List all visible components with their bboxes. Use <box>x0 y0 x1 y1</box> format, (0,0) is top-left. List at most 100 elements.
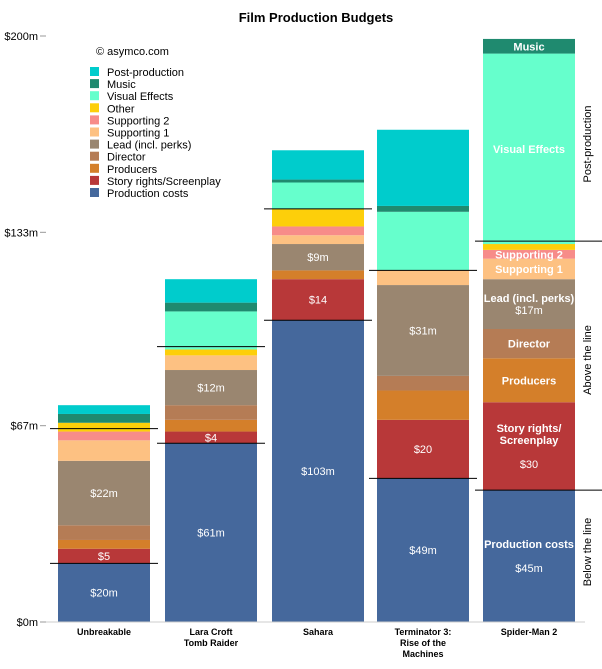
bar-segment-lara-director <box>165 405 257 420</box>
value-label: $12m <box>197 383 225 395</box>
y-tick-label: $133m <box>4 227 38 239</box>
bar-segment-sahara-producers <box>272 270 364 280</box>
bar-segment-spiderman-music <box>483 38 575 54</box>
credit-text: © asymco.com <box>96 46 169 58</box>
side-label-post-production: Post-production <box>582 105 594 182</box>
bar-segment-lara-supporting1 <box>165 355 257 371</box>
bar-segment-unbreakable-director <box>58 525 150 540</box>
segment-label: Producers <box>502 375 556 387</box>
bar-segment-lara-post <box>165 279 257 303</box>
segment-label: Supporting 1 <box>495 264 563 276</box>
value-label: $61m <box>197 528 225 540</box>
bars-layer: $20m $5 $22m $61m $4 $12m $103m $14 $9m $49m $20 $3… <box>50 38 602 622</box>
bar-segment-spiderman-vfx <box>483 53 575 245</box>
bar-segment-sahara-supporting2 <box>272 226 364 236</box>
bar-segment-sahara-vfx <box>272 182 364 209</box>
category-label-t3: Machines <box>402 649 443 659</box>
bar-segment-spiderman-director <box>483 329 575 359</box>
value-label: $9m <box>307 252 328 264</box>
bar-segment-lara-other <box>165 349 257 356</box>
bar-segment-sahara-supporting1 <box>272 235 364 245</box>
legend-label-music: Music <box>107 79 136 91</box>
bar-segment-lara-production <box>165 443 257 622</box>
value-label: $22m <box>90 488 118 500</box>
legend-swatch-other <box>90 103 99 113</box>
segment-label: $45m <box>515 563 543 575</box>
value-label: $31m <box>409 325 437 337</box>
bar-segment-unbreakable-music <box>58 413 150 423</box>
bar-segment-t3-vfx <box>377 211 469 271</box>
segment-label: Visual Effects <box>493 144 565 156</box>
side-label-below-the-line: Below the line <box>582 518 594 587</box>
bar-segment-spiderman-supporting1 <box>483 258 575 280</box>
bar-segment-sahara-lead <box>272 244 364 271</box>
bar-segment-t3-music <box>377 205 469 212</box>
bar-segment-t3-supporting1 <box>377 270 469 286</box>
bar-segment-sahara-other <box>272 208 364 227</box>
bar-segment-lara-music <box>165 302 257 312</box>
chart-title: Film Production Budgets <box>239 10 394 25</box>
value-label: $14 <box>309 295 327 307</box>
legend-label-supporting2: Supporting 2 <box>107 115 169 127</box>
segment-label: Director <box>508 339 551 351</box>
legend-swatch-post <box>90 67 99 76</box>
legend-swatch-producers <box>90 163 99 173</box>
bar-segment-unbreakable-lead <box>58 460 150 526</box>
bar-segment-spiderman-producers <box>483 358 575 403</box>
bar-segment-unbreakable-supporting1 <box>58 440 150 461</box>
bar-segment-t3-lead <box>377 285 469 376</box>
segment-label: Supporting 2 <box>495 249 563 261</box>
bar-segment-t3-director <box>377 375 469 391</box>
legend-label-production: Production costs <box>107 188 189 200</box>
value-label: $5 <box>98 551 110 563</box>
bar-segment-spiderman-lead <box>483 279 575 329</box>
bar-segment-sahara-production <box>272 320 364 622</box>
bar-segment-spiderman-other <box>483 244 575 250</box>
side-annotations: Post-production Above the line Below the l… <box>582 105 594 586</box>
category-label-sahara: Sahara <box>303 627 334 637</box>
bar-segment-sahara-post <box>272 150 364 180</box>
bar-segment-lara-story <box>165 431 257 444</box>
category-label-unbreakable: Unbreakable <box>77 627 131 637</box>
segment-label: $17m <box>515 305 543 317</box>
bar-segment-unbreakable-producers <box>58 539 150 549</box>
bar-segment-t3-producers <box>377 390 469 420</box>
bar-segment-sahara-story <box>272 279 364 321</box>
bar-segment-unbreakable-post <box>58 405 150 414</box>
bar-segment-unbreakable-story <box>58 548 150 564</box>
legend-label-supporting1: Supporting 1 <box>107 128 169 140</box>
legend-swatch-lead <box>90 139 99 149</box>
legend-label-post: Post-production <box>107 67 184 79</box>
legend-label-story: Story rights/Screenplay <box>107 176 221 188</box>
bar-segment-spiderman-supporting2 <box>483 249 575 259</box>
bar-segment-lara-vfx <box>165 311 257 350</box>
value-label: $49m <box>409 545 437 557</box>
legend-swatch-music <box>90 79 99 89</box>
legend-label-vfx: Visual Effects <box>107 91 174 103</box>
value-label: $103m <box>301 466 335 478</box>
value-label: $20 <box>414 444 432 456</box>
bar-segment-unbreakable-supporting2 <box>58 431 150 441</box>
bar-segment-lara-lead <box>165 370 257 406</box>
segment-label: $30 <box>520 459 538 471</box>
y-tick-label: $0m <box>17 617 38 629</box>
segment-label: Screenplay <box>500 435 560 447</box>
y-tick-label: $200m <box>4 31 38 43</box>
side-label-above-the-line: Above the line <box>582 325 594 395</box>
legend-swatch-vfx <box>90 91 99 101</box>
category-label-t3: Rise of the <box>400 638 446 648</box>
y-tick-label: $67m <box>10 421 38 433</box>
bar-segment-sahara-music <box>272 179 364 183</box>
bar-segment-spiderman-production <box>483 490 575 622</box>
bar-segment-spiderman-story <box>483 402 575 491</box>
segment-label: Lead (incl. perks) <box>484 293 575 305</box>
bar-segment-unbreakable-other <box>58 422 150 432</box>
category-label-lara: Lara Croft <box>189 627 232 637</box>
bar-segment-t3-post <box>377 129 469 206</box>
segment-label: Story rights/ <box>497 423 562 435</box>
value-label: $4 <box>205 432 217 444</box>
segment-label: Music <box>513 41 544 53</box>
category-label-t3: Terminator 3: <box>395 627 452 637</box>
